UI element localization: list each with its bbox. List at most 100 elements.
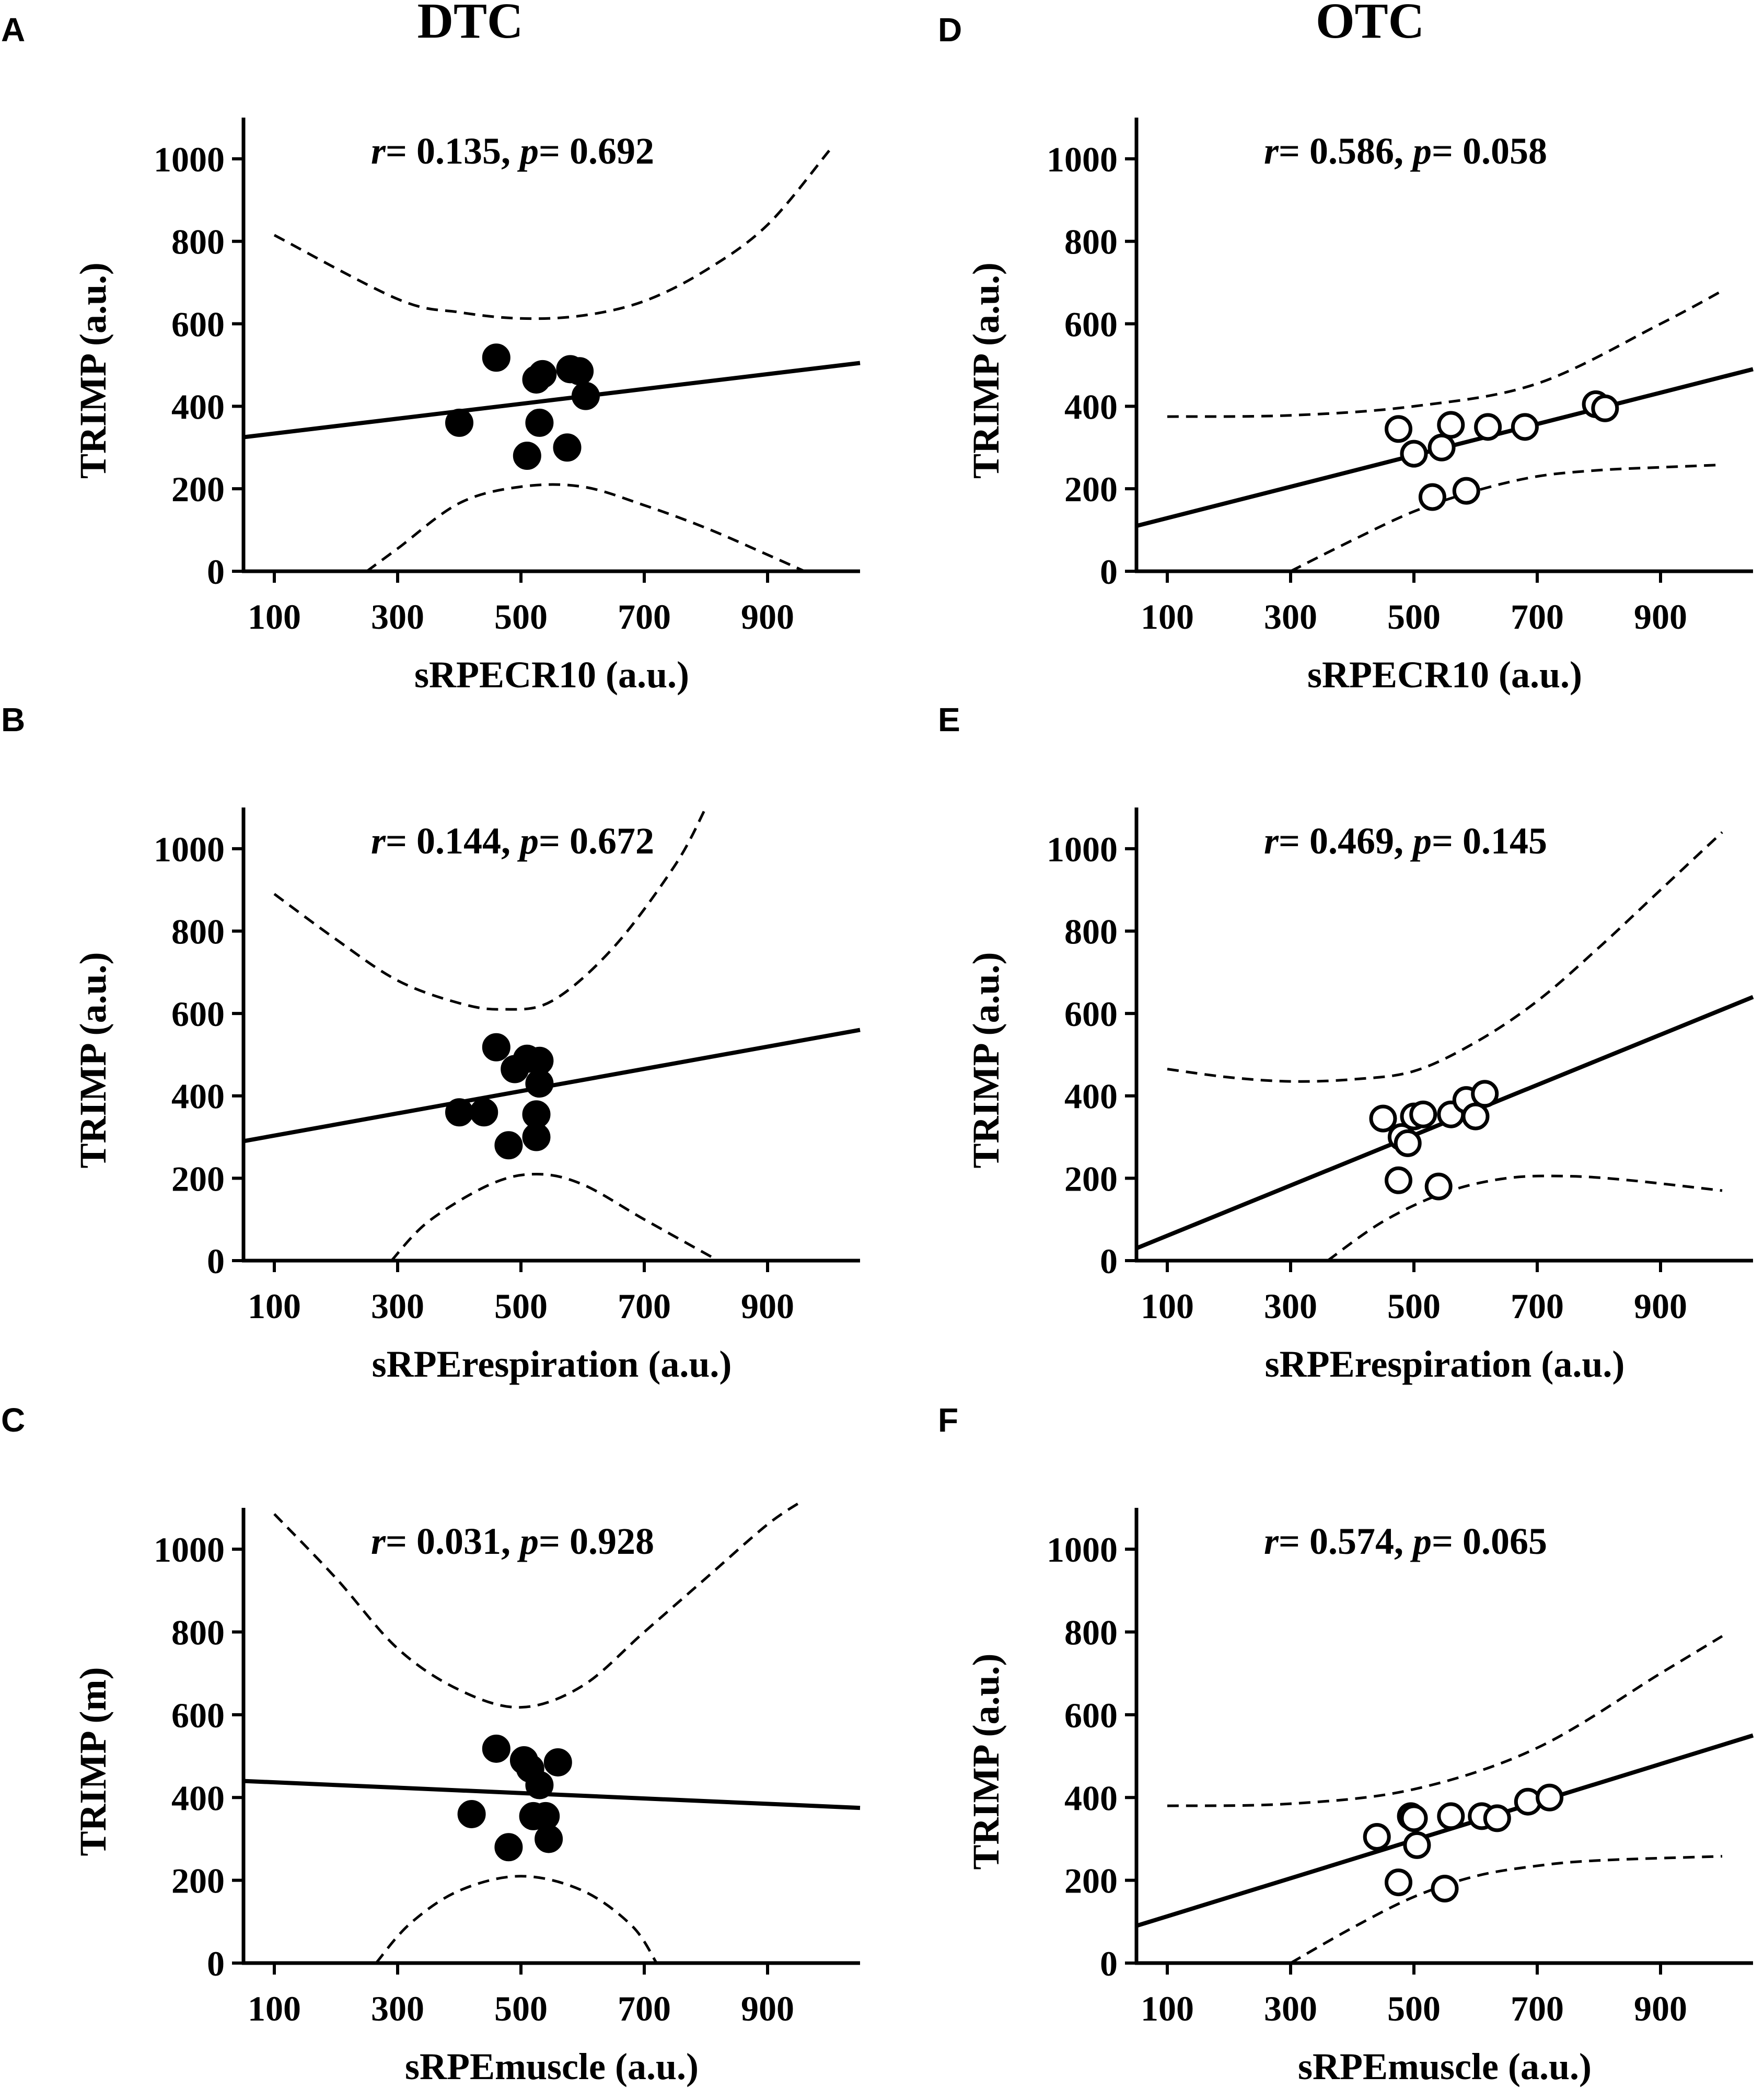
y-tick-label: 800	[1064, 911, 1118, 951]
data-point	[525, 1771, 554, 1799]
plot-area	[1136, 1635, 1754, 1963]
y-tick-label: 800	[1064, 222, 1118, 262]
x-tick-label: 300	[371, 1286, 424, 1326]
panel-letter: F	[938, 1401, 958, 1439]
data-point	[445, 1098, 473, 1127]
x-axis-label: sRPErespiration (a.u.)	[1265, 1343, 1625, 1385]
y-tick-label: 200	[171, 1159, 225, 1198]
data-point	[494, 1833, 523, 1862]
y-tick-label: 800	[171, 911, 225, 951]
x-tick-label: 900	[741, 1286, 794, 1326]
separator: ,	[501, 130, 520, 172]
data-point	[1400, 440, 1428, 468]
panel-letter: D	[938, 11, 962, 49]
y-tick-label: 1000	[154, 140, 225, 179]
data-point	[565, 357, 594, 386]
y-tick-label: 600	[171, 1695, 225, 1735]
y-tick-label: 1000	[1047, 829, 1118, 869]
column-title-dtc: DTC	[417, 0, 524, 49]
plot-area	[243, 1503, 861, 1963]
p-prefix: =	[1432, 820, 1463, 862]
x-axis-label: sRPEmuscle (a.u.)	[1298, 2046, 1592, 2087]
y-tick-label: 400	[1064, 1778, 1118, 1818]
p-symbol: p	[517, 130, 539, 172]
x-tick-label: 900	[1634, 1989, 1687, 2028]
y-tick-label: 600	[171, 994, 225, 1034]
p-prefix: =	[1432, 130, 1463, 172]
x-tick-label: 900	[1634, 1286, 1687, 1326]
r-value: 0.586	[1309, 130, 1394, 172]
x-tick-label: 700	[618, 1989, 671, 2028]
separator: ,	[1394, 820, 1413, 862]
x-tick-label: 700	[1511, 1286, 1564, 1326]
r-prefix: =	[1279, 130, 1309, 172]
y-tick-label: 800	[171, 222, 225, 262]
ci-lower-band	[390, 1172, 719, 1261]
y-axis-label: TRIMP (a.u.)	[72, 952, 114, 1169]
data-point	[528, 360, 557, 388]
r-symbol: r	[371, 820, 386, 862]
data-point	[482, 1033, 510, 1061]
ci-upper-band	[1167, 290, 1723, 418]
y-axis-label: TRIMP (m)	[72, 1667, 114, 1856]
correlation-annotation: r= 0.469, p= 0.145	[1264, 820, 1547, 862]
y-tick-label: 1000	[1047, 1530, 1118, 1570]
y-tick-label: 1000	[1047, 140, 1118, 179]
p-prefix: =	[1432, 1520, 1463, 1562]
data-point	[494, 1131, 523, 1160]
correlation-annotation: r= 0.031, p= 0.928	[371, 1520, 654, 1562]
column-title-otc: OTC	[1316, 0, 1424, 49]
panel-d: D 0 200 400 600 800 1000 100 300 500 700 900 sRPECR1…	[938, 11, 1754, 696]
data-point	[1385, 1166, 1412, 1194]
x-tick-label: 900	[741, 597, 794, 637]
data-point	[535, 1825, 563, 1853]
panel-e: E 0 200 400 600 800 1000 100 300 500 700 900sRPEres…	[938, 701, 1754, 1385]
y-tick-label: 400	[171, 1077, 225, 1116]
panel-letter: C	[1, 1401, 25, 1439]
y-axis-label: TRIMP (a.u.)	[965, 1654, 1007, 1870]
p-prefix: =	[539, 1520, 570, 1562]
y-tick-label: 800	[171, 1613, 225, 1653]
data-point	[1424, 1172, 1453, 1201]
data-point	[1483, 1804, 1511, 1832]
panel-b: B 0 200 400 600 800 1000 100 300 500 700 900sRPEres…	[1, 701, 861, 1385]
ci-upper-band	[1167, 831, 1723, 1083]
regression-line	[1136, 1733, 1754, 1928]
regression-line	[243, 1779, 861, 1810]
separator: ,	[1394, 1520, 1413, 1562]
data-point	[1403, 1831, 1431, 1859]
y-tick-label: 0	[1100, 1241, 1118, 1281]
x-axis-label: sRPEmuscle (a.u.)	[405, 2046, 699, 2087]
r-symbol: r	[1264, 820, 1279, 862]
y-axis-label: TRIMP (a.u.)	[965, 262, 1007, 479]
y-tick-label: 600	[171, 305, 225, 344]
plot-area	[243, 806, 861, 1261]
x-tick-label: 700	[618, 1286, 671, 1326]
r-symbol: r	[1264, 1520, 1279, 1562]
data-point	[1400, 1804, 1428, 1832]
correlation-annotation: r= 0.574, p= 0.065	[1264, 1520, 1547, 1562]
r-prefix: =	[386, 820, 416, 862]
x-tick-label: 300	[371, 597, 424, 637]
correlation-annotation: r= 0.135, p= 0.692	[371, 130, 654, 172]
separator: ,	[1394, 130, 1413, 172]
p-symbol: p	[517, 820, 539, 862]
data-point	[1431, 1874, 1459, 1902]
x-tick-label: 500	[1387, 1989, 1441, 2028]
separator: ,	[501, 820, 520, 862]
x-tick-label: 700	[618, 597, 671, 637]
data-point	[1474, 413, 1502, 441]
data-point	[1418, 483, 1446, 511]
panel-a: A 0 200 400 600 800 1000 100 300 500 700 900 sRPECR1…	[1, 11, 861, 696]
y-tick-label: 400	[1064, 387, 1118, 426]
p-symbol: p	[517, 1520, 539, 1562]
data-point	[571, 382, 600, 410]
data-point	[1452, 477, 1480, 505]
y-tick-label: 600	[1064, 994, 1118, 1034]
x-tick-label: 900	[741, 1989, 794, 2028]
x-tick-label: 100	[248, 1989, 301, 2028]
p-value: 0.058	[1463, 130, 1547, 172]
p-prefix: =	[539, 130, 570, 172]
x-axis-label: sRPECR10 (a.u.)	[1307, 654, 1582, 696]
